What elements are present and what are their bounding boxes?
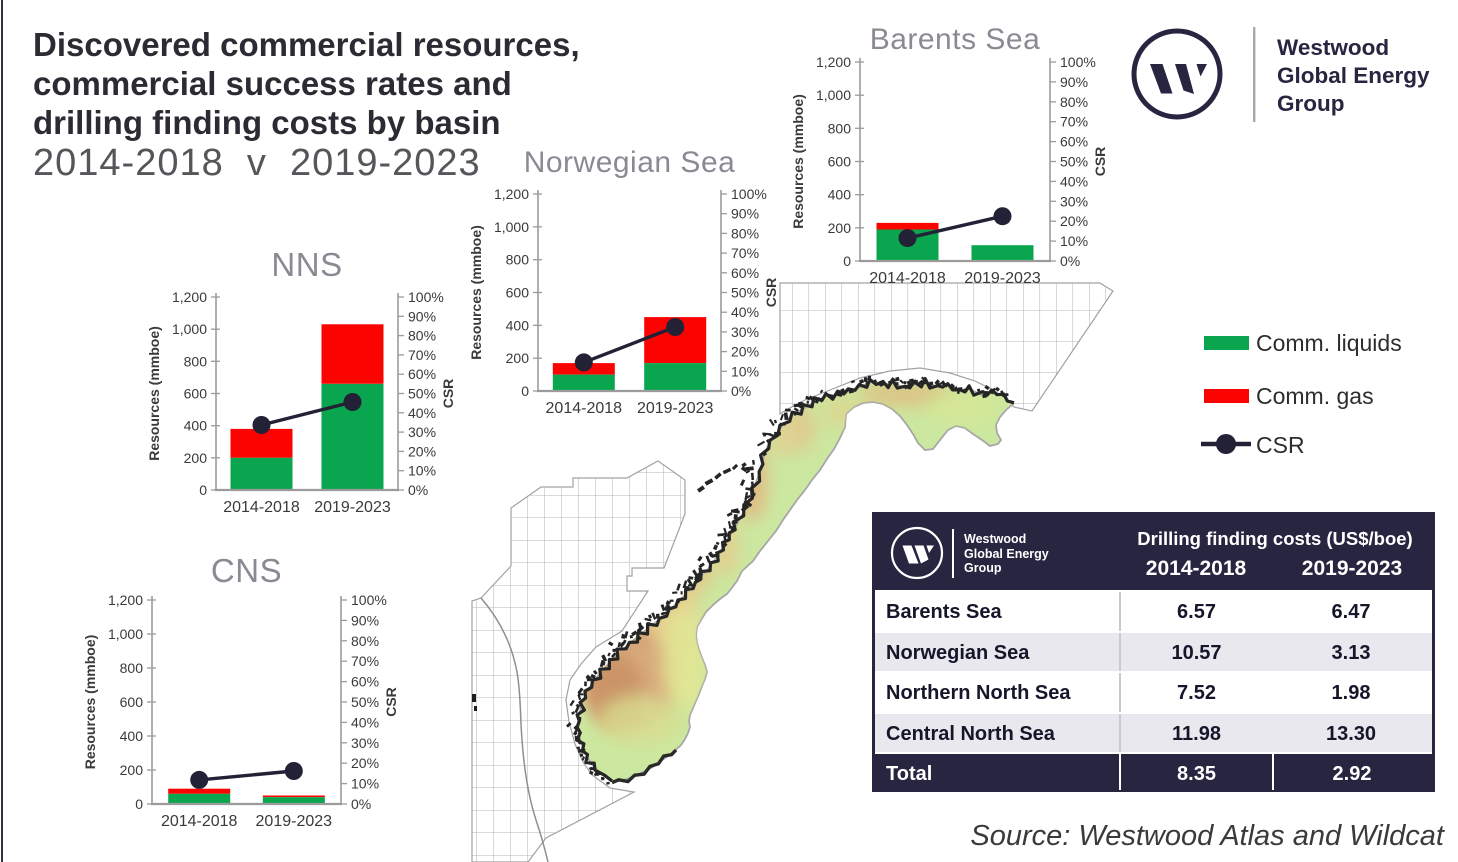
svg-text:70%: 70% bbox=[351, 653, 379, 669]
svg-text:1,200: 1,200 bbox=[108, 592, 143, 608]
svg-text:70%: 70% bbox=[1060, 114, 1088, 130]
svg-text:80%: 80% bbox=[1060, 94, 1088, 110]
svg-text:20%: 20% bbox=[731, 344, 759, 360]
svg-text:1,000: 1,000 bbox=[816, 87, 851, 103]
svg-text:0: 0 bbox=[199, 482, 207, 498]
svg-text:60%: 60% bbox=[731, 265, 759, 281]
svg-text:Norwegian Sea: Norwegian Sea bbox=[524, 146, 736, 179]
svg-text:CSR: CSR bbox=[440, 379, 456, 409]
svg-text:CSR: CSR bbox=[383, 687, 399, 717]
svg-text:100%: 100% bbox=[408, 289, 444, 305]
svg-text:0: 0 bbox=[521, 383, 529, 399]
svg-text:Comm. liquids: Comm. liquids bbox=[1256, 330, 1402, 356]
svg-text:70%: 70% bbox=[408, 347, 436, 363]
svg-text:0%: 0% bbox=[1060, 253, 1080, 269]
svg-text:40%: 40% bbox=[731, 304, 759, 320]
svg-text:800: 800 bbox=[506, 252, 530, 268]
svg-text:2019-2023: 2019-2023 bbox=[637, 400, 714, 417]
svg-text:40%: 40% bbox=[408, 405, 436, 421]
svg-text:60%: 60% bbox=[1060, 134, 1088, 150]
svg-text:2019-2023: 2019-2023 bbox=[256, 813, 333, 830]
svg-text:0%: 0% bbox=[408, 482, 428, 498]
svg-text:200: 200 bbox=[506, 350, 530, 366]
svg-text:60%: 60% bbox=[351, 674, 379, 690]
svg-text:90%: 90% bbox=[351, 612, 379, 628]
svg-text:800: 800 bbox=[184, 353, 208, 369]
svg-text:Comm. gas: Comm. gas bbox=[1256, 383, 1374, 409]
svg-text:NNS: NNS bbox=[271, 246, 342, 283]
svg-text:200: 200 bbox=[184, 450, 208, 466]
svg-text:1,000: 1,000 bbox=[172, 321, 207, 337]
svg-text:100%: 100% bbox=[1060, 54, 1096, 70]
svg-text:50%: 50% bbox=[731, 285, 759, 301]
svg-text:10%: 10% bbox=[731, 363, 759, 379]
svg-text:1,200: 1,200 bbox=[494, 186, 529, 202]
svg-text:Resources (mmboe): Resources (mmboe) bbox=[468, 225, 484, 360]
svg-text:0: 0 bbox=[843, 253, 851, 269]
svg-text:20%: 20% bbox=[408, 443, 436, 459]
svg-text:800: 800 bbox=[120, 660, 144, 676]
svg-text:30%: 30% bbox=[731, 324, 759, 340]
svg-text:90%: 90% bbox=[408, 308, 436, 324]
svg-text:10%: 10% bbox=[408, 463, 436, 479]
svg-text:2014-2018: 2014-2018 bbox=[223, 499, 300, 516]
svg-text:400: 400 bbox=[506, 317, 530, 333]
svg-text:100%: 100% bbox=[351, 592, 387, 608]
svg-text:CSR: CSR bbox=[1092, 147, 1108, 177]
svg-text:600: 600 bbox=[120, 694, 144, 710]
svg-text:Resources (mmboe): Resources (mmboe) bbox=[82, 635, 98, 770]
svg-text:20%: 20% bbox=[351, 755, 379, 771]
svg-text:2019-2023: 2019-2023 bbox=[964, 270, 1041, 287]
svg-text:80%: 80% bbox=[351, 633, 379, 649]
svg-text:2014-2018: 2014-2018 bbox=[869, 270, 946, 287]
svg-text:600: 600 bbox=[184, 386, 208, 402]
svg-text:1,000: 1,000 bbox=[494, 219, 529, 235]
svg-text:600: 600 bbox=[506, 285, 530, 301]
svg-text:400: 400 bbox=[828, 187, 852, 203]
svg-text:600: 600 bbox=[828, 154, 852, 170]
svg-text:2014-2018: 2014-2018 bbox=[546, 400, 623, 417]
svg-text:50%: 50% bbox=[1060, 154, 1088, 170]
svg-text:2014-2018: 2014-2018 bbox=[161, 813, 238, 830]
svg-text:1,200: 1,200 bbox=[172, 289, 207, 305]
svg-text:1,000: 1,000 bbox=[108, 626, 143, 642]
svg-text:800: 800 bbox=[828, 120, 852, 136]
svg-text:1,200: 1,200 bbox=[816, 54, 851, 70]
svg-text:10%: 10% bbox=[351, 776, 379, 792]
svg-text:400: 400 bbox=[120, 728, 144, 744]
svg-text:70%: 70% bbox=[731, 245, 759, 261]
svg-text:100%: 100% bbox=[731, 186, 767, 202]
svg-text:Resources (mmboe): Resources (mmboe) bbox=[146, 326, 162, 461]
svg-text:40%: 40% bbox=[351, 714, 379, 730]
svg-text:Resources (mmboe): Resources (mmboe) bbox=[790, 94, 806, 229]
svg-text:200: 200 bbox=[120, 762, 144, 778]
svg-text:2019-2023: 2019-2023 bbox=[314, 499, 391, 516]
svg-text:200: 200 bbox=[828, 220, 852, 236]
svg-text:20%: 20% bbox=[1060, 213, 1088, 229]
svg-text:400: 400 bbox=[184, 418, 208, 434]
svg-text:10%: 10% bbox=[1060, 233, 1088, 249]
svg-text:80%: 80% bbox=[408, 328, 436, 344]
svg-text:30%: 30% bbox=[1060, 193, 1088, 209]
svg-text:Barents Sea: Barents Sea bbox=[870, 23, 1041, 56]
svg-text:50%: 50% bbox=[408, 386, 436, 402]
svg-text:90%: 90% bbox=[731, 206, 759, 222]
svg-text:CSR: CSR bbox=[763, 278, 779, 308]
svg-text:30%: 30% bbox=[351, 735, 379, 751]
svg-text:0%: 0% bbox=[351, 796, 371, 812]
svg-text:CNS: CNS bbox=[211, 552, 282, 589]
svg-text:40%: 40% bbox=[1060, 173, 1088, 189]
svg-text:0%: 0% bbox=[731, 383, 751, 399]
svg-text:50%: 50% bbox=[351, 694, 379, 710]
svg-text:60%: 60% bbox=[408, 366, 436, 382]
svg-text:90%: 90% bbox=[1060, 74, 1088, 90]
svg-text:80%: 80% bbox=[731, 225, 759, 241]
svg-text:CSR: CSR bbox=[1256, 432, 1305, 458]
svg-text:0: 0 bbox=[135, 796, 143, 812]
svg-text:30%: 30% bbox=[408, 424, 436, 440]
